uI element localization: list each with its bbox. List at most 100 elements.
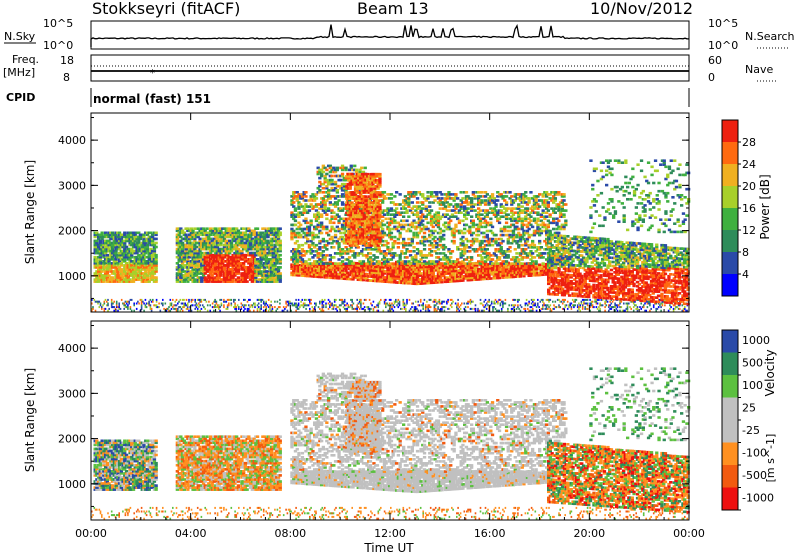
scatter-cell <box>137 262 141 265</box>
scatter-cell <box>238 241 242 245</box>
scatter-cell <box>182 231 186 235</box>
scatter-cell <box>110 243 115 247</box>
scatter-cell <box>254 302 256 305</box>
scatter-cell <box>610 298 613 301</box>
scatter-cell <box>451 298 453 301</box>
scatter-cell <box>259 270 263 273</box>
scatter-cell <box>138 264 143 267</box>
scatter-cell <box>200 233 204 237</box>
scatter-cell <box>581 298 584 301</box>
scatter-cell <box>299 223 303 227</box>
scatter-cell <box>110 302 113 305</box>
scatter-cell <box>169 309 172 312</box>
scatter-cell <box>109 245 113 249</box>
scatter-cell <box>105 253 109 257</box>
scatter-cell <box>105 274 109 277</box>
scatter-cell <box>297 307 300 310</box>
scatter-cell <box>131 239 136 243</box>
scatter-cell <box>630 300 632 303</box>
scatter-cell <box>246 300 249 303</box>
scatter-cell <box>215 253 220 257</box>
scatter-cell <box>479 302 482 305</box>
scatter-cell <box>228 298 230 301</box>
scatter-cell <box>104 247 108 251</box>
scatter-cell <box>140 235 144 239</box>
scatter-cell <box>115 302 118 305</box>
scatter-cell <box>126 276 130 279</box>
scatter-cell <box>419 300 422 303</box>
scatter-cell <box>510 304 513 307</box>
scatter-cell <box>226 298 229 301</box>
scatter-cell <box>152 243 157 247</box>
scatter-cell <box>188 298 190 301</box>
scatter-cell <box>200 243 204 247</box>
scatter-cell <box>102 264 106 267</box>
scatter-cell <box>193 278 197 281</box>
scatter-cell <box>112 272 116 275</box>
scatter-cell <box>133 268 137 271</box>
scatter-cell <box>205 247 209 251</box>
scatter-cell <box>128 272 132 275</box>
scatter-cell <box>353 307 356 310</box>
scatter-cell <box>144 262 148 265</box>
scatter-cell <box>151 253 155 257</box>
scatter-cell <box>98 255 102 259</box>
scatter-cell <box>207 239 211 243</box>
scatter-cell <box>186 268 190 271</box>
scatter-cell <box>214 229 218 233</box>
scatter-cell <box>226 306 229 309</box>
scatter-cell <box>578 302 580 305</box>
scatter-cell <box>104 235 108 239</box>
scatter-cell <box>325 248 329 251</box>
scatter-cell <box>200 272 204 275</box>
scatter-cell <box>309 300 311 303</box>
scatter-cell <box>186 239 190 243</box>
scatter-cell <box>184 243 188 247</box>
scatter-cell <box>219 268 223 271</box>
scatter-cell <box>186 306 189 309</box>
scatter-cell <box>382 223 387 227</box>
scatter-cell <box>130 233 134 237</box>
scatter-cell <box>175 243 179 247</box>
scatter-cell <box>210 268 214 271</box>
scatter-cell <box>424 307 427 310</box>
scatter-cell <box>284 307 286 310</box>
scatter-cell <box>244 307 246 310</box>
scatter-cell <box>124 255 129 259</box>
scatter-cell <box>177 264 181 267</box>
scatter-cell <box>229 255 234 259</box>
scatter-cell <box>200 255 204 259</box>
scatter-cell <box>474 304 477 307</box>
scatter-cell <box>140 260 144 263</box>
scatter-cell <box>212 266 216 269</box>
scatter-cell <box>196 272 200 275</box>
scatter-cell <box>114 268 118 271</box>
scatter-cell <box>142 300 144 303</box>
scatter-cell <box>151 262 155 265</box>
scatter-cell <box>242 227 246 230</box>
scatter-cell <box>175 266 179 269</box>
scatter-cell <box>121 235 125 239</box>
scatter-cell <box>393 302 396 305</box>
scatter-cell <box>133 264 137 267</box>
scatter-cell <box>116 245 120 249</box>
scatter-cell <box>614 306 616 309</box>
scatter-cell <box>151 237 155 241</box>
scatter-cell <box>343 300 346 303</box>
scatter-cell <box>186 307 189 310</box>
scatter-cell <box>327 207 331 210</box>
scatter-cell <box>196 249 200 253</box>
scatter-cell <box>138 247 143 251</box>
scatter-cell <box>196 231 200 235</box>
scatter-cell <box>537 298 539 301</box>
scatter-cell <box>131 280 136 283</box>
scatter-cell <box>104 266 108 269</box>
scatter-cell <box>106 304 108 307</box>
scatter-cell <box>112 253 116 257</box>
scatter-cell <box>154 280 158 283</box>
scatter-cell <box>223 300 225 303</box>
scatter-cell <box>179 268 183 271</box>
scatter-cell <box>377 260 381 263</box>
scatter-cell <box>114 270 118 273</box>
scatter-cell <box>121 276 125 279</box>
